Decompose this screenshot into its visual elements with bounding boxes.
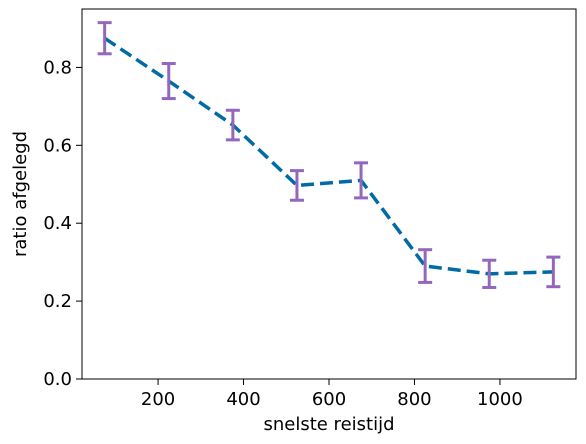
y-tick-label: 0.2 (43, 291, 72, 312)
axes-layer: 200 400 600 800 1000 0.0 0.2 0.4 0.6 0.8 (43, 57, 522, 410)
y-tick-label: 0.0 (43, 369, 72, 390)
x-tick-label: 1000 (477, 389, 523, 410)
y-tick-label: 0.6 (43, 135, 72, 156)
x-tick-label: 400 (226, 389, 260, 410)
errorbar (161, 62, 176, 101)
x-tick-label: 800 (397, 389, 431, 410)
y-tick-label: 0.8 (43, 57, 72, 78)
errorbar (418, 248, 433, 284)
x-tick-label: 600 (312, 389, 346, 410)
x-axis-label: snelste reistijd (263, 414, 394, 435)
y-axis-label: ratio afgelegd (10, 131, 31, 257)
errorbar (225, 108, 240, 142)
series-layer (97, 21, 561, 289)
errorbar (354, 161, 369, 200)
plot-frame (81, 8, 577, 380)
errorbar (289, 169, 304, 202)
plot-area (82, 9, 576, 379)
errorbar (546, 255, 561, 289)
y-tick-label: 0.4 (43, 213, 72, 234)
series-line (103, 36, 554, 276)
errorbar (97, 21, 112, 56)
x-tick-label: 200 (141, 389, 175, 410)
errorbar (482, 258, 497, 289)
